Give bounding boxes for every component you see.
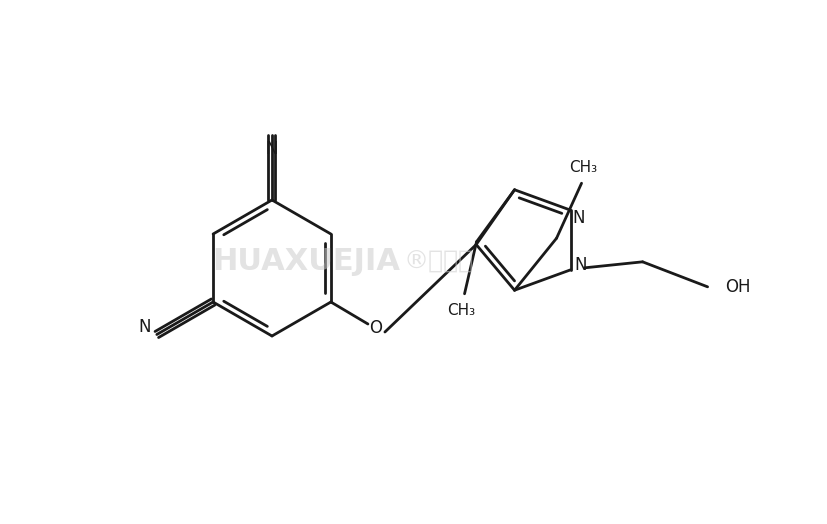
Text: N: N (574, 256, 586, 274)
Text: N: N (571, 209, 584, 227)
Text: CH₃: CH₃ (569, 160, 597, 174)
Text: O: O (369, 319, 382, 337)
Text: ®化学加: ®化学加 (404, 250, 473, 274)
Text: CH₃: CH₃ (447, 303, 475, 318)
Text: N: N (265, 140, 278, 158)
Text: N: N (138, 318, 151, 335)
Text: OH: OH (724, 278, 750, 296)
Text: HUAXUEJIA: HUAXUEJIA (212, 247, 400, 277)
